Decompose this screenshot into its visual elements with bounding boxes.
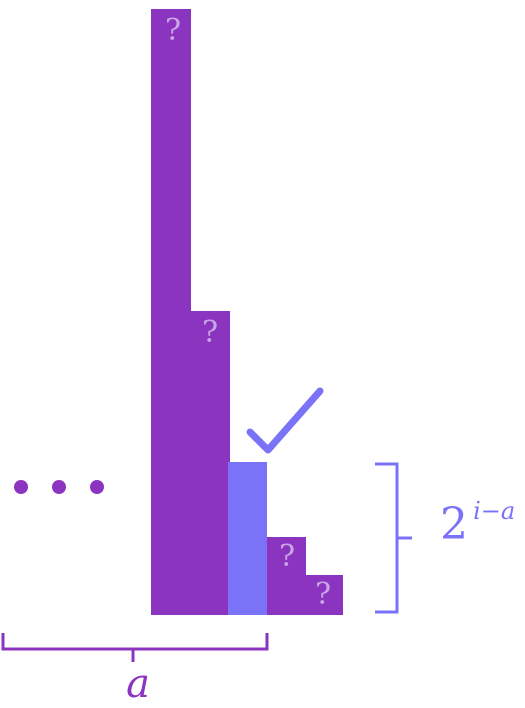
bar-4	[267, 537, 306, 615]
height-bracket	[375, 462, 412, 614]
width-bracket	[1, 633, 269, 662]
width-label: a	[126, 661, 150, 707]
bar-1-question-mark: ?	[165, 13, 181, 48]
bar-3-highlighted	[228, 462, 267, 615]
height-label: 2 i−a	[440, 497, 515, 550]
check-icon	[246, 387, 324, 454]
ellipsis-dot	[90, 480, 104, 494]
ellipsis	[14, 480, 104, 494]
ellipsis-dot	[14, 480, 28, 494]
bar-2-question-mark: ?	[202, 315, 218, 350]
bars: ? ? ? ?	[151, 9, 343, 615]
bar-1	[151, 9, 191, 615]
bar-2	[190, 311, 230, 615]
height-label-exponent: i−a	[473, 497, 515, 525]
bar-5	[305, 575, 343, 615]
height-label-base: 2	[440, 499, 468, 550]
bar-4-question-mark: ?	[279, 539, 295, 574]
ellipsis-dot	[52, 480, 66, 494]
bar-5-question-mark: ?	[315, 577, 331, 612]
